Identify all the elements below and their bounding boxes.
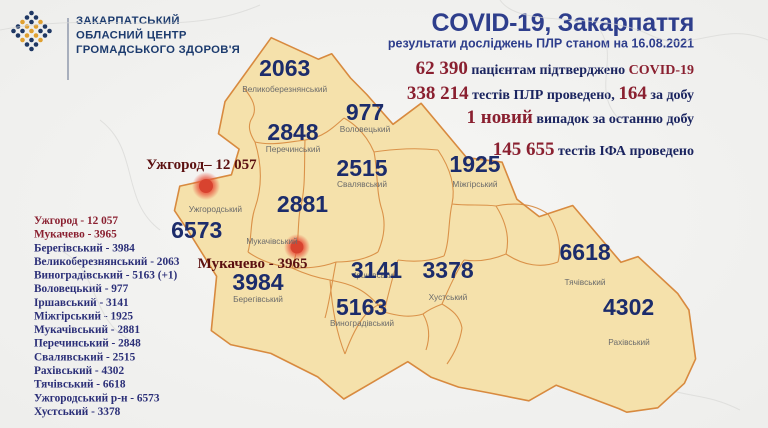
svg-text:Ужгородський: Ужгородський [189,204,243,214]
svg-text:COVID-19, Закарпаття: COVID-19, Закарпаття [431,9,694,37]
svg-text:3984: 3984 [232,269,283,295]
svg-text:Міжгірський - 1925: Міжгірський - 1925 [34,311,133,323]
svg-text:Ужгород– 12 057: Ужгород– 12 057 [146,157,257,173]
svg-text:Великоберезнянський: Великоберезнянський [242,84,327,94]
svg-text:Іршавський - 3141: Іршавський - 3141 [34,297,129,309]
svg-text:Виноградівський - 5163 (+1): Виноградівський - 5163 (+1) [34,270,178,282]
svg-text:6618: 6618 [560,239,611,265]
svg-text:ГРОМАДСЬКОГО ЗДОРОВ'Я: ГРОМАДСЬКОГО ЗДОРОВ'Я [76,44,240,56]
svg-text:Перечинський - 2848: Перечинський - 2848 [34,338,141,350]
svg-text:ОБЛАСНИЙ ЦЕНТР: ОБЛАСНИЙ ЦЕНТР [76,29,187,42]
svg-text:1925: 1925 [449,151,500,177]
svg-text:5163: 5163 [336,294,387,320]
svg-text:Воловецький - 977: Воловецький - 977 [34,283,129,295]
svg-text:Міжгірський: Міжгірський [452,179,498,189]
svg-text:2848: 2848 [267,119,318,145]
svg-text:Тячівський - 6618: Тячівський - 6618 [34,379,126,391]
svg-text:Хустський: Хустський [429,292,468,302]
svg-text:Хустський - 3378: Хустський - 3378 [34,406,121,418]
svg-text:Рахівський: Рахівський [608,337,650,347]
svg-text:Свалявський - 2515: Свалявський - 2515 [34,351,136,363]
svg-text:3378: 3378 [423,257,474,283]
svg-text:Рахівський - 4302: Рахівський - 4302 [34,365,124,377]
svg-text:Тячівський: Тячівський [565,277,606,287]
svg-text:Мукачівський: Мукачівський [246,236,298,246]
svg-text:2515: 2515 [336,155,387,181]
svg-text:Мукачево - 3965: Мукачево - 3965 [34,229,117,241]
svg-text:Ужгородський р-н - 6573: Ужгородський р-н - 6573 [34,392,160,404]
svg-text:ЗАКАРПАТСЬКИЙ: ЗАКАРПАТСЬКИЙ [76,14,180,27]
svg-text:2063: 2063 [259,55,310,81]
svg-text:Мукачівський - 2881: Мукачівський - 2881 [34,324,140,336]
svg-text:Перечинський: Перечинський [266,144,321,154]
svg-text:977: 977 [346,99,384,125]
svg-text:3141: 3141 [351,257,402,283]
svg-text:Великоберезнянський - 2063: Великоберезнянський - 2063 [34,256,180,268]
svg-text:результати досліджень ПЛР стан: результати досліджень ПЛР станом на 16.0… [388,37,694,51]
svg-text:Мукачево - 3965: Мукачево - 3965 [198,256,308,272]
svg-text:Воловецький: Воловецький [340,124,391,134]
svg-text:4302: 4302 [603,294,654,320]
svg-text:6573: 6573 [171,217,222,243]
svg-text:2881: 2881 [277,191,328,217]
svg-text:Берегівський - 3984: Берегівський - 3984 [34,242,135,254]
svg-text:Берегівський: Берегівський [233,294,283,304]
svg-text:Ужгород - 12 057: Ужгород - 12 057 [34,215,118,227]
